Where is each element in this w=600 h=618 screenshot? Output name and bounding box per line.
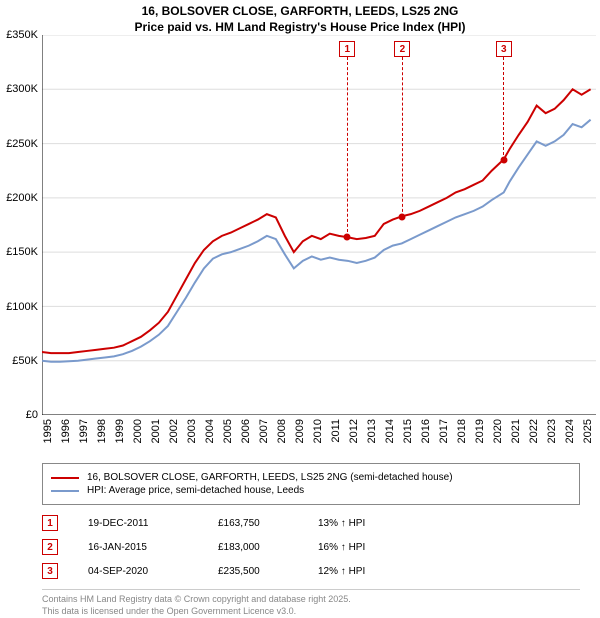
x-tick-label: 2006 [240, 419, 252, 443]
footer-line-2: This data is licensed under the Open Gov… [42, 606, 580, 618]
marker-table-row: 1 19-DEC-2011£163,75013% ↑ HPI [42, 511, 580, 535]
chart-container: 16, BOLSOVER CLOSE, GARFORTH, LEEDS, LS2… [0, 0, 600, 590]
x-tick-label: 2009 [294, 419, 306, 443]
x-tick-label: 1995 [42, 419, 54, 443]
legend-swatch-1 [51, 477, 79, 479]
marker-price: £235,500 [218, 566, 318, 577]
x-axis-labels: 1995 1996 1997 1998 1999 2000 2001 2002 2003 2004… [42, 415, 596, 461]
x-tick-label: 2017 [438, 419, 450, 443]
y-tick-label: £250K [6, 138, 38, 150]
y-tick-label: £150K [6, 246, 38, 258]
marker-date: 19-DEC-2011 [88, 518, 218, 529]
y-tick-label: £350K [6, 29, 38, 41]
y-axis-labels: £0£50K£100K£150K£200K£250K£300K£350K [2, 35, 40, 415]
y-tick-label: £200K [6, 192, 38, 204]
marker-pct: 13% ↑ HPI [318, 518, 438, 529]
marker-price: £163,750 [218, 518, 318, 529]
marker-table-row: 3 04-SEP-2020£235,50012% ↑ HPI [42, 559, 580, 583]
marker-table-row: 2 16-JAN-2015£183,00016% ↑ HPI [42, 535, 580, 559]
x-tick-label: 2000 [132, 419, 144, 443]
x-tick-label: 2004 [204, 419, 216, 443]
x-tick-label: 1998 [96, 419, 108, 443]
legend-item-1: 16, BOLSOVER CLOSE, GARFORTH, LEEDS, LS2… [51, 472, 571, 483]
marker-price: £183,000 [218, 542, 318, 553]
y-tick-label: £50K [12, 355, 38, 367]
marker-dot [344, 234, 351, 241]
x-tick-label: 2014 [384, 419, 396, 443]
chart-title: 16, BOLSOVER CLOSE, GARFORTH, LEEDS, LS2… [0, 0, 600, 35]
x-tick-label: 2007 [258, 419, 270, 443]
legend-label-1: 16, BOLSOVER CLOSE, GARFORTH, LEEDS, LS2… [87, 472, 453, 483]
legend-label-2: HPI: Average price, semi-detached house,… [87, 485, 304, 496]
marker-pct: 16% ↑ HPI [318, 542, 438, 553]
x-tick-label: 2011 [330, 419, 342, 443]
y-tick-label: £300K [6, 83, 38, 95]
marker-table: 1 19-DEC-2011£163,75013% ↑ HPI 2 16-JAN-201… [42, 511, 580, 583]
x-tick-label: 1996 [60, 419, 72, 443]
x-tick-label: 2018 [456, 419, 468, 443]
x-tick-label: 2013 [366, 419, 378, 443]
marker-number: 2 [42, 539, 58, 555]
x-tick-label: 1999 [114, 419, 126, 443]
x-tick-label: 2024 [564, 419, 576, 443]
plot-area: £0£50K£100K£150K£200K£250K£300K£350K 123 [42, 35, 596, 415]
legend-item-2: HPI: Average price, semi-detached house,… [51, 485, 571, 496]
x-tick-label: 2019 [474, 419, 486, 443]
x-tick-label: 2008 [276, 419, 288, 443]
x-tick-label: 2016 [420, 419, 432, 443]
y-tick-label: £100K [6, 301, 38, 313]
title-line-1: 16, BOLSOVER CLOSE, GARFORTH, LEEDS, LS2… [0, 4, 600, 20]
x-tick-label: 2015 [402, 419, 414, 443]
marker-date: 04-SEP-2020 [88, 566, 218, 577]
marker-date: 16-JAN-2015 [88, 542, 218, 553]
footer-text: Contains HM Land Registry data © Crown c… [42, 589, 580, 617]
legend: 16, BOLSOVER CLOSE, GARFORTH, LEEDS, LS2… [42, 463, 580, 505]
x-tick-label: 2003 [186, 419, 198, 443]
x-tick-label: 2002 [168, 419, 180, 443]
x-tick-label: 2025 [582, 419, 594, 443]
x-tick-label: 1997 [78, 419, 90, 443]
footer-line-1: Contains HM Land Registry data © Crown c… [42, 594, 580, 606]
x-tick-label: 2021 [510, 419, 522, 443]
x-tick-label: 2005 [222, 419, 234, 443]
x-tick-label: 2001 [150, 419, 162, 443]
x-tick-label: 2023 [546, 419, 558, 443]
title-line-2: Price paid vs. HM Land Registry's House … [0, 20, 600, 36]
y-tick-label: £0 [26, 409, 38, 421]
marker-dot [500, 156, 507, 163]
line-chart-svg [42, 35, 596, 415]
x-tick-label: 2020 [492, 419, 504, 443]
x-tick-label: 2010 [312, 419, 324, 443]
legend-swatch-2 [51, 490, 79, 492]
marker-pct: 12% ↑ HPI [318, 566, 438, 577]
marker-dot [399, 213, 406, 220]
marker-number: 1 [42, 515, 58, 531]
x-tick-label: 2012 [348, 419, 360, 443]
x-tick-label: 2022 [528, 419, 540, 443]
marker-number: 3 [42, 563, 58, 579]
